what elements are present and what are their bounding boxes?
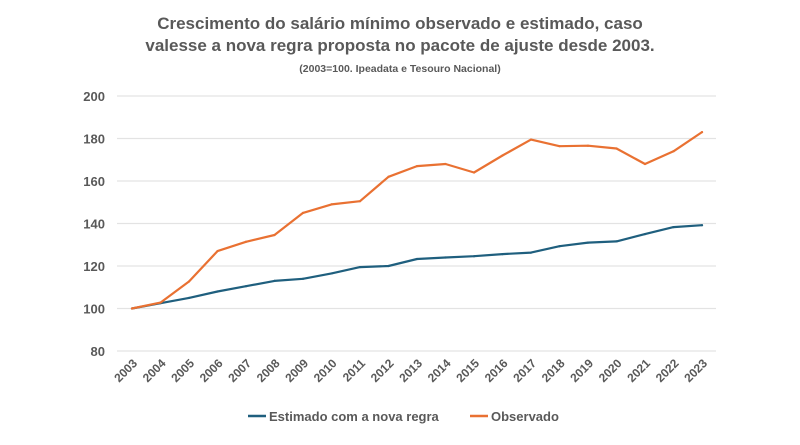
data-point (130, 307, 134, 310)
data-point (358, 265, 362, 269)
series-lines (130, 131, 704, 310)
data-point (501, 154, 504, 157)
x-tick-label: 2005 (168, 356, 197, 385)
data-point (615, 147, 618, 150)
x-tick-label: 2011 (340, 356, 369, 385)
data-point (216, 290, 219, 293)
x-tick-label: 2014 (425, 356, 454, 385)
data-point (187, 280, 191, 283)
data-point (387, 264, 390, 268)
x-tick-label: 2006 (197, 356, 226, 385)
data-point (415, 257, 419, 261)
data-point (558, 145, 561, 148)
x-tick-label: 2023 (681, 356, 710, 385)
data-point (643, 162, 647, 166)
data-point (558, 245, 561, 248)
series-line-estimado (130, 224, 704, 310)
data-point (330, 203, 333, 206)
series-line-observado (130, 131, 704, 310)
chart-subtitle: (2003=100. Ipeadata e Tesouro Nacional) (299, 63, 501, 75)
data-point (501, 253, 504, 256)
data-point (187, 296, 191, 299)
data-point (586, 241, 590, 244)
data-point (672, 226, 675, 229)
x-tick-label: 2010 (311, 356, 340, 385)
data-point (387, 175, 390, 178)
chart-title-line2: valesse a nova regra proposta no pacote … (145, 36, 655, 55)
x-tick-label: 2013 (396, 356, 425, 385)
x-tick-label: 2020 (596, 356, 625, 385)
data-point (529, 251, 533, 254)
y-tick-label: 80 (91, 344, 105, 359)
chart-title-line1: Crescimento do salário mínimo observado … (157, 14, 643, 33)
data-point (330, 272, 333, 275)
y-tick-label: 100 (83, 302, 105, 317)
data-point (700, 131, 704, 134)
data-point (244, 240, 248, 243)
data-point (672, 150, 675, 153)
x-tick-label: 2003 (111, 356, 140, 385)
y-axis-ticks: 80 100 120 140 160 180 200 (83, 89, 105, 359)
y-tick-label: 140 (83, 217, 105, 232)
data-point (415, 165, 419, 168)
legend-label: Observado (491, 409, 559, 424)
y-tick-label: 180 (83, 132, 105, 147)
data-point (472, 255, 476, 258)
data-point (244, 285, 248, 288)
data-point (700, 224, 704, 227)
data-point (301, 211, 305, 214)
x-tick-label: 2016 (482, 356, 511, 385)
data-point (444, 162, 447, 166)
data-point (273, 233, 276, 237)
data-point (444, 256, 447, 259)
y-tick-label: 120 (83, 259, 105, 274)
data-point (301, 277, 305, 280)
x-tick-label: 2018 (539, 356, 568, 385)
legend: Estimado com a nova regra Observado (248, 409, 559, 424)
x-tick-label: 2022 (653, 356, 682, 385)
data-point (273, 279, 276, 282)
data-point (643, 233, 647, 236)
y-tick-label: 160 (83, 174, 105, 189)
x-axis-ticks: 2003 2004 2005 2006 2007 2008 2009 2010 2011 2012… (111, 356, 710, 385)
legend-label: Estimado com a nova regra (269, 409, 440, 424)
x-tick-label: 2015 (453, 356, 482, 385)
y-tick-label: 200 (83, 89, 105, 104)
data-point (615, 240, 618, 243)
data-point (216, 250, 219, 253)
data-point (472, 171, 476, 174)
x-tick-label: 2012 (368, 356, 397, 385)
x-tick-label: 2009 (282, 356, 311, 385)
data-point (358, 200, 362, 203)
x-tick-label: 2021 (624, 356, 653, 385)
x-tick-label: 2004 (140, 356, 169, 385)
data-point (159, 301, 162, 304)
x-tick-label: 2019 (567, 356, 596, 385)
data-point (586, 144, 590, 147)
x-tick-label: 2007 (225, 356, 254, 385)
x-tick-label: 2008 (254, 356, 283, 385)
data-point (529, 138, 533, 141)
x-tick-label: 2017 (510, 356, 539, 385)
gridlines (117, 95, 716, 352)
